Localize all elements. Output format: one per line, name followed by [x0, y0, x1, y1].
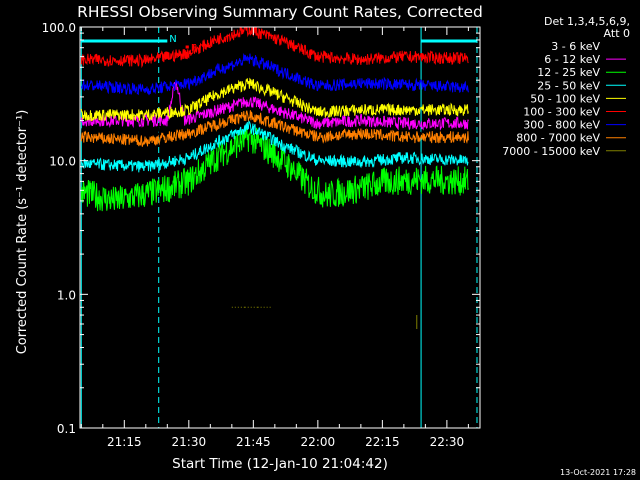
flag-label-0: N — [169, 34, 176, 45]
x-tick-label-2: 21:45 — [236, 435, 271, 449]
legend-label-2: 12 - 25 keV — [537, 66, 600, 79]
y-tick-label-2: 1.0 — [57, 288, 76, 302]
series-line-3 — [80, 119, 469, 173]
legend-header-line-1: Det 1,3,4,5,6,9, — [544, 15, 630, 28]
x-tick-label-5: 22:30 — [430, 435, 465, 449]
series-line-6 — [80, 53, 469, 96]
x-tick-label-4: 22:15 — [365, 435, 400, 449]
y-axis-title: Corrected Count Rate (s⁻¹ detector⁻¹) — [15, 110, 30, 355]
x-tick-label-3: 22:00 — [301, 435, 336, 449]
axis-layer: 100.0 10.0 1.0 0.1 21:15 21:30 21:45 22:00 22:15… — [42, 21, 481, 449]
plot-clip-group — [80, 27, 478, 428]
series-line-5 — [80, 27, 469, 69]
series-line-7 — [80, 110, 469, 147]
legend-label-1: 6 - 12 keV — [544, 53, 600, 66]
series-line-0 — [80, 59, 469, 143]
legend-label-0: 3 - 6 keV — [551, 40, 600, 53]
legend-label-7: 800 - 7000 keV — [516, 132, 600, 145]
series-line-8 — [231, 306, 418, 330]
x-tick-label-1: 21:30 — [172, 435, 207, 449]
plot-content: NF — [80, 27, 478, 428]
legend-label-3: 25 - 50 keV — [537, 79, 600, 92]
legend-label-6: 300 - 800 keV — [523, 119, 600, 132]
y-tick-label-0: 100.0 — [42, 21, 76, 35]
legend-header-line-2: Att 0 — [604, 27, 630, 40]
y-tick-label-1: 10.0 — [49, 155, 76, 169]
x-tick-label-0: 21:15 — [107, 435, 142, 449]
series-line-4 — [80, 77, 469, 122]
chart-title: RHESSI Observing Summary Count Rates, Co… — [77, 3, 483, 21]
x-axis-title: Start Time (12-Jan-10 21:04:42) — [172, 456, 388, 472]
y-tick-label-3: 0.1 — [57, 422, 76, 436]
legend-label-8: 7000 - 15000 keV — [502, 145, 600, 158]
footer-timestamp: 13-Oct-2021 17:28 — [560, 468, 636, 477]
legend-label-4: 50 - 100 keV — [530, 92, 600, 105]
series-line-1 — [80, 80, 469, 131]
flag-label-2: F — [191, 43, 197, 54]
legend-label-5: 100 - 300 keV — [523, 106, 600, 119]
plot-frame — [79, 26, 481, 429]
